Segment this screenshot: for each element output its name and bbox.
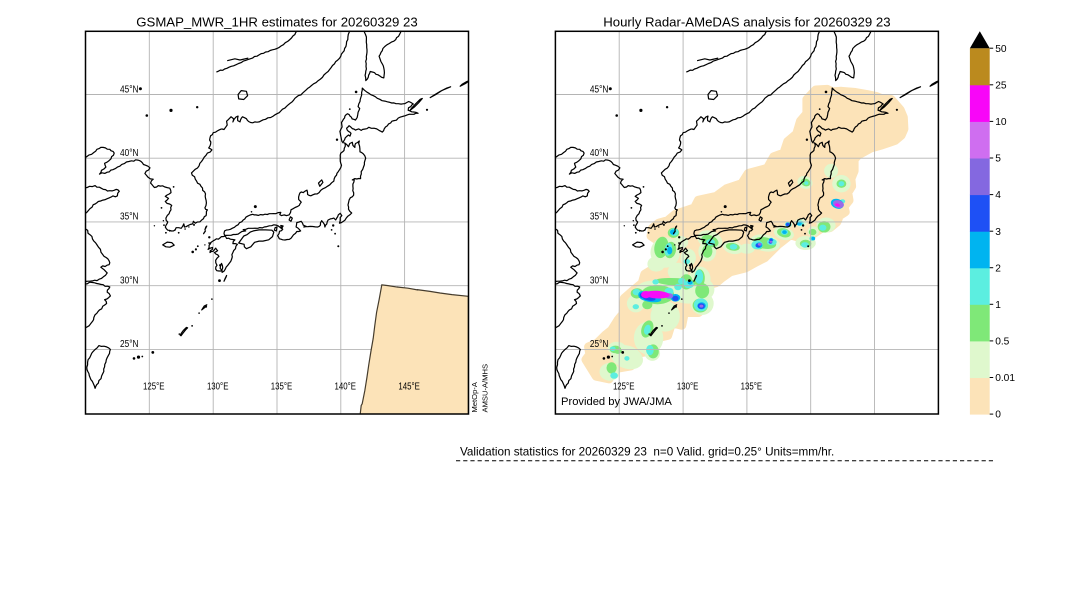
- svg-text:5: 5: [995, 154, 1001, 165]
- svg-text:2: 2: [995, 263, 1001, 274]
- svg-text:AMSU-A/MHS: AMSU-A/MHS: [481, 364, 490, 413]
- svg-text:130°E: 130°E: [207, 381, 229, 392]
- svg-text:25: 25: [995, 80, 1007, 91]
- svg-text:Provided by JWA/JMA: Provided by JWA/JMA: [561, 396, 672, 408]
- svg-text:0.01: 0.01: [995, 373, 1015, 384]
- svg-text:4: 4: [995, 190, 1001, 201]
- svg-text:0.5: 0.5: [995, 337, 1009, 348]
- svg-text:10: 10: [995, 117, 1007, 128]
- svg-text:MetOp-A: MetOp-A: [470, 381, 479, 412]
- svg-text:125°E: 125°E: [143, 381, 165, 392]
- svg-text:135°E: 135°E: [741, 381, 763, 392]
- svg-text:Hourly Radar-AMeDAS analysis f: Hourly Radar-AMeDAS analysis for 2026032…: [603, 15, 890, 30]
- svg-text:40°N: 40°N: [590, 148, 609, 159]
- svg-text:125°E: 125°E: [613, 381, 635, 392]
- svg-text:Validation statistics for 2026: Validation statistics for 20260329 23 n=…: [460, 446, 834, 459]
- svg-text:145°E: 145°E: [398, 381, 420, 392]
- svg-text:30°N: 30°N: [120, 276, 139, 287]
- svg-text:40°N: 40°N: [120, 148, 139, 159]
- svg-text:1: 1: [995, 300, 1001, 311]
- svg-text:135°E: 135°E: [271, 381, 293, 392]
- svg-text:25°N: 25°N: [120, 339, 139, 350]
- svg-text:25°N: 25°N: [590, 339, 609, 350]
- svg-text:45°N: 45°N: [590, 84, 609, 95]
- svg-text:0: 0: [995, 410, 1001, 421]
- svg-text:130°E: 130°E: [677, 381, 699, 392]
- svg-text:30°N: 30°N: [590, 276, 609, 287]
- svg-text:3: 3: [995, 227, 1001, 238]
- svg-text:35°N: 35°N: [120, 212, 139, 223]
- svg-text:35°N: 35°N: [590, 212, 609, 223]
- svg-text:GSMAP_MWR_1HR estimates for 20: GSMAP_MWR_1HR estimates for 20260329 23: [136, 15, 417, 30]
- svg-text:140°E: 140°E: [335, 381, 357, 392]
- svg-text:50: 50: [995, 44, 1007, 55]
- svg-text:45°N: 45°N: [120, 84, 139, 95]
